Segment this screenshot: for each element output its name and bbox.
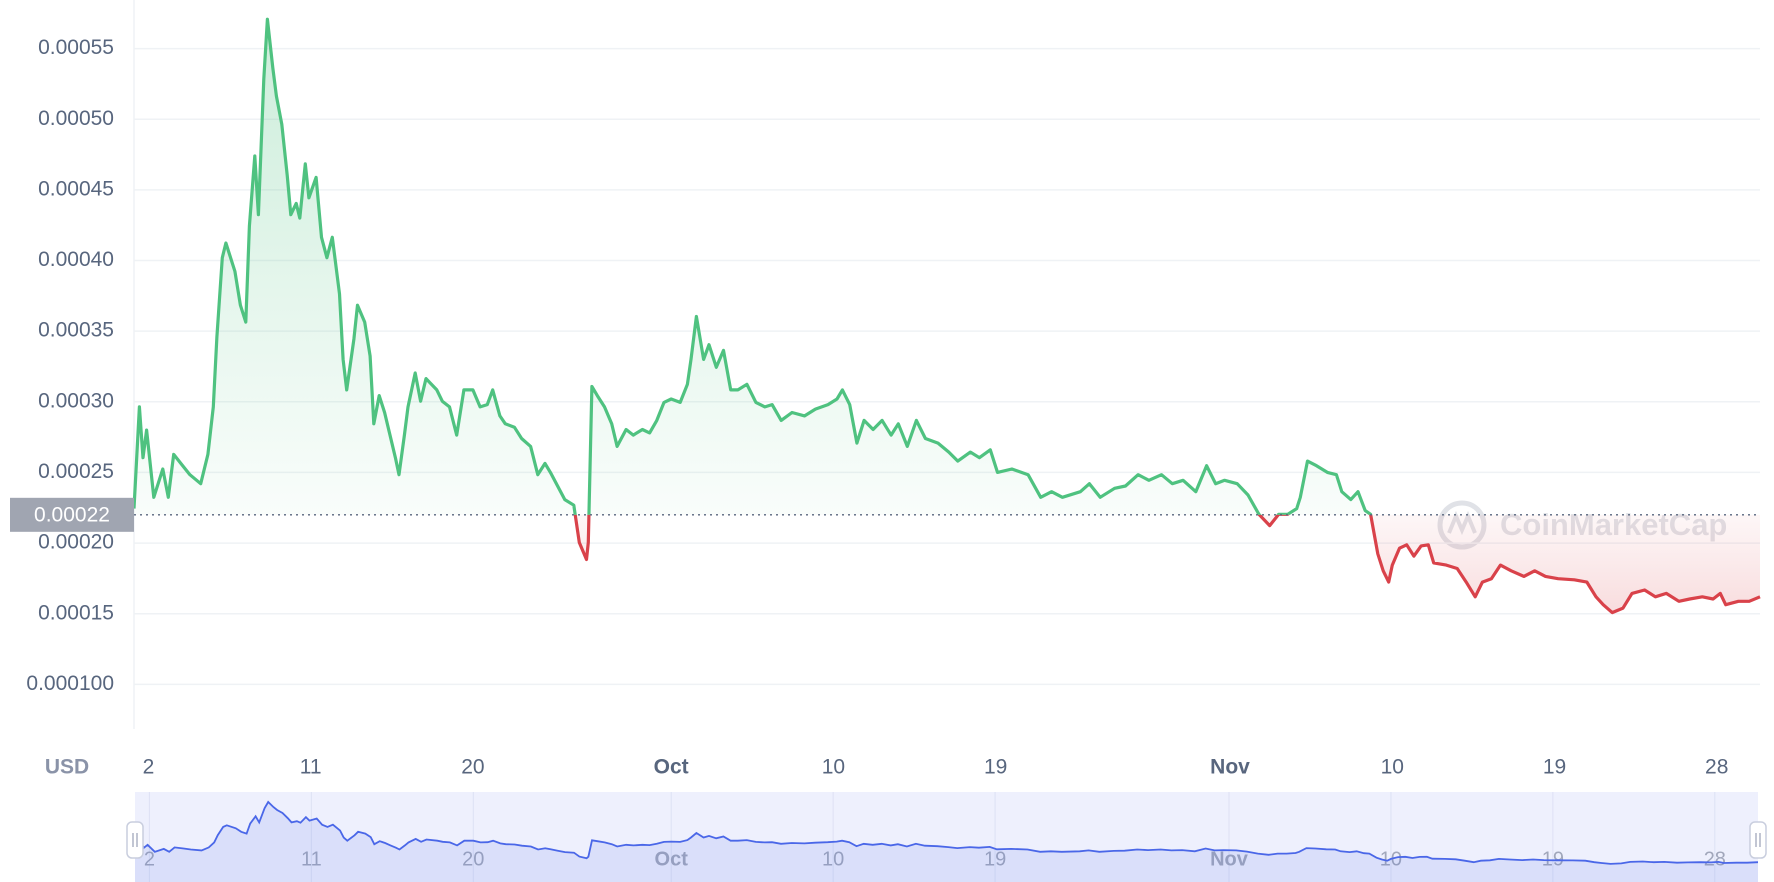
navigator-area (135, 802, 1758, 882)
navigator-tick-label: 10 (822, 848, 844, 870)
x-tick-label: 20 (461, 756, 484, 779)
x-tick-label: 28 (1705, 756, 1728, 779)
x-tick-label: 2 (143, 756, 155, 779)
y-tick-label: 0.00050 (38, 107, 114, 130)
x-tick-label: Nov (1210, 756, 1250, 779)
price-line-up (132, 17, 1373, 515)
y-tick-label: 0.000100 (26, 672, 114, 695)
navigator-tick-label: Nov (1210, 848, 1249, 870)
y-tick-label: 0.00055 (38, 36, 114, 59)
navigator-background (135, 792, 1758, 882)
navigator-line (134, 800, 1759, 865)
y-tick-label: 0.00045 (38, 177, 114, 200)
x-tick-label: 10 (822, 756, 845, 779)
navigator-tick-label: Oct (655, 848, 689, 870)
y-tick-label: 0.00030 (38, 389, 114, 412)
y-tick-label: 0.00020 (38, 531, 114, 554)
price-line-down (573, 514, 1761, 615)
x-tick-label: 11 (300, 756, 322, 779)
navigator-handle (126, 821, 144, 859)
y-axis-label: USD (45, 756, 89, 779)
navigator-handle (1749, 821, 1767, 859)
navigator-tick-label: 11 (301, 848, 322, 870)
x-tick-label: 10 (1381, 756, 1404, 779)
navigator-tick-label: 19 (984, 848, 1006, 870)
navigator-tick-label: 20 (462, 848, 484, 870)
navigator-tick-label: 2 (144, 848, 155, 870)
navigator-tick-label: 28 (1704, 848, 1726, 870)
x-tick-label: 19 (1543, 756, 1566, 779)
baseline-label-box (10, 497, 134, 532)
area-above (134, 19, 1371, 515)
y-tick-label: 0.00035 (38, 319, 114, 342)
x-tick-label: 19 (984, 756, 1007, 779)
baseline-label: 0.00022 (34, 503, 110, 526)
x-tick-label: Oct (654, 756, 689, 779)
y-tick-label: 0.00015 (38, 601, 114, 624)
y-tick-label: 0.00025 (38, 460, 114, 483)
y-tick-label: 0.00040 (38, 248, 114, 271)
navigator-tick-label: 19 (1542, 848, 1564, 870)
area-below (134, 514, 1760, 613)
